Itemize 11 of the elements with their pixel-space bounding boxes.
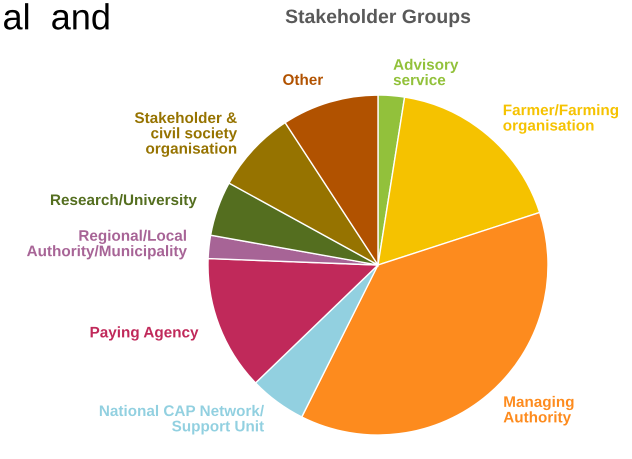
slice-label: Managing Authority [504,396,574,426]
slice-label: National CAP Network/ Support Unit [100,404,264,434]
slice-label: Paying Agency [90,326,198,341]
slice-label: Stakeholder & civil society organisation [134,112,238,157]
slice-label: Other [283,74,324,85]
chart-title: Stakeholder Groups [286,8,470,28]
slice-label: Regional/Local Authority/Municipality [26,230,187,260]
slice-label: Research/University [50,194,197,208]
text: al and [4,3,109,30]
slice-label: Farmer/Farming organisation [503,104,618,134]
slice-label: Advisory service [393,58,458,86]
